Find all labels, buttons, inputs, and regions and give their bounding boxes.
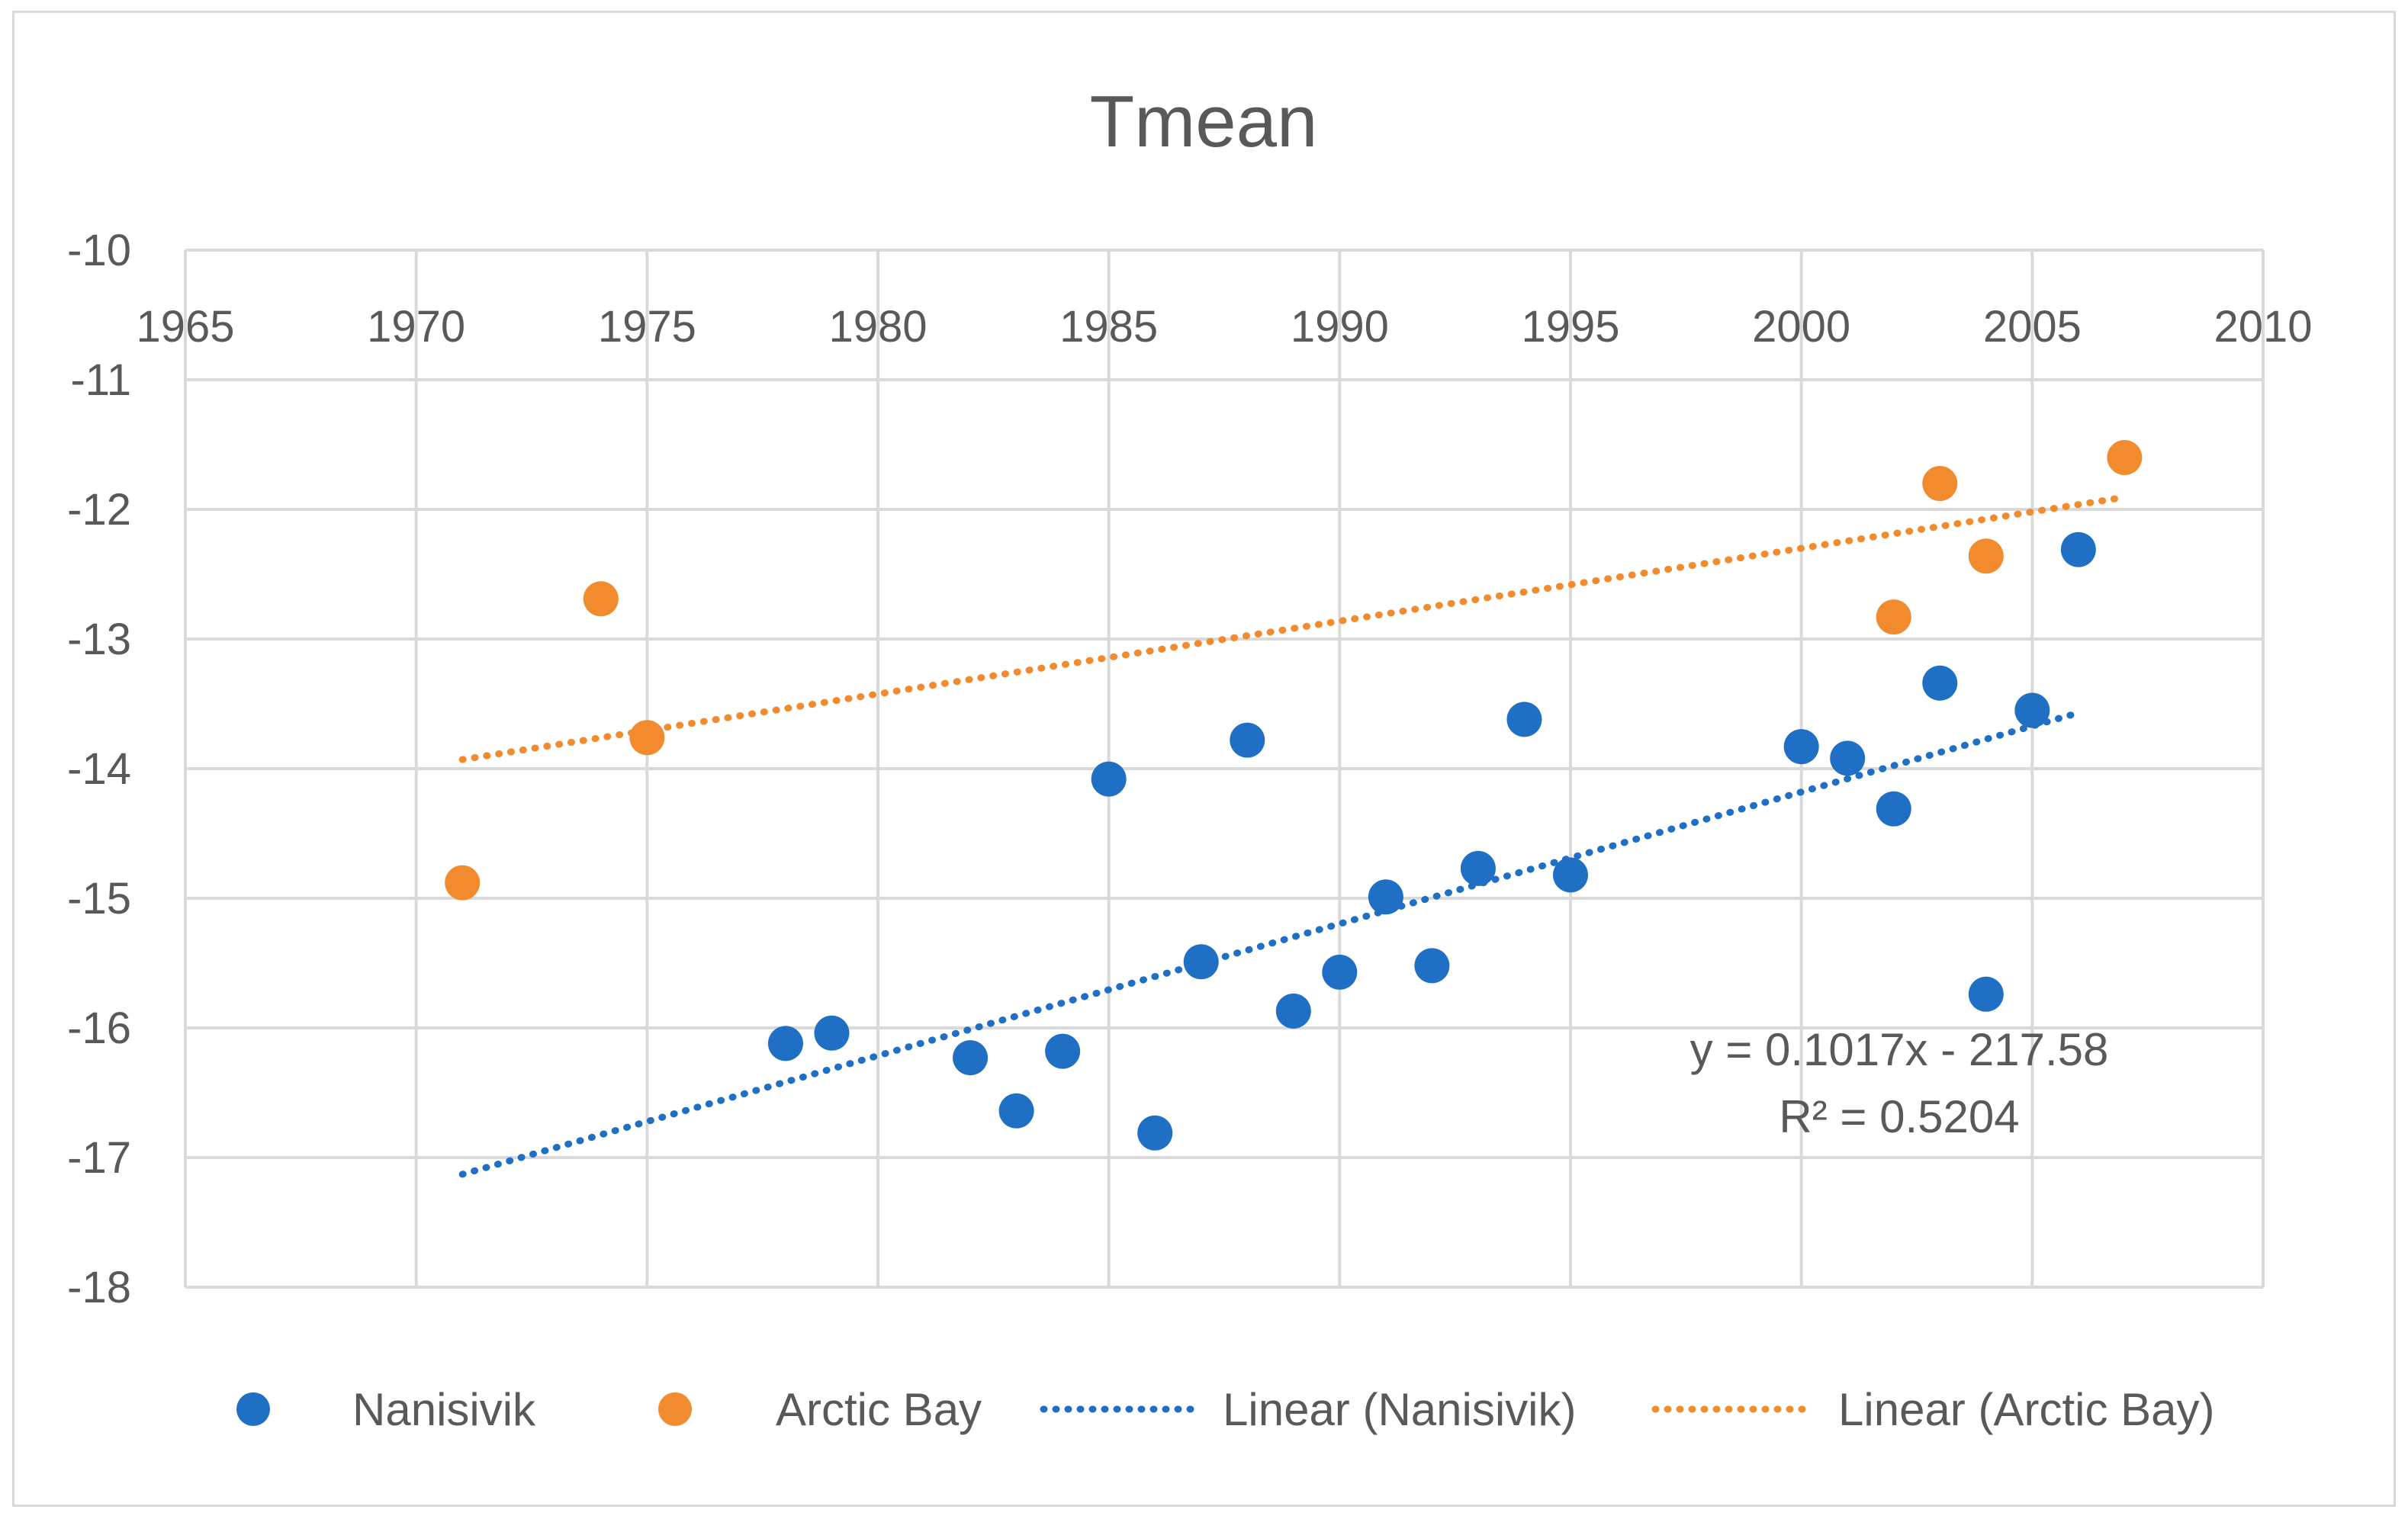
y-tick-label: -13 (67, 615, 131, 664)
y-tick-label: -11 (70, 355, 131, 405)
data-point-nanisivik (998, 1093, 1034, 1129)
data-point-arctic-bay (1876, 599, 1911, 635)
y-tick-labels: -10 -11 -12 -13 -14 -15 -16 -17 -18 (67, 226, 131, 1312)
data-point-nanisivik (1460, 850, 1496, 886)
data-point-nanisivik (1783, 729, 1819, 765)
data-point-nanisivik (1553, 857, 1588, 893)
x-tick-label: 1970 (367, 302, 465, 352)
data-point-arctic-bay (1922, 466, 1958, 501)
data-point-nanisivik (2014, 692, 2050, 728)
data-point-nanisivik (1091, 761, 1127, 797)
data-point-nanisivik (1414, 948, 1450, 984)
data-point-nanisivik (1922, 665, 1958, 701)
data-point-nanisivik (1137, 1115, 1173, 1151)
chart-title: Tmean (1090, 81, 1318, 162)
legend-label-linear-arctic-bay: Linear (Arctic Bay) (1838, 1384, 2214, 1435)
y-tick-label: -10 (67, 226, 131, 275)
trendlines (458, 493, 2128, 1178)
legend: Nanisivik Arctic Bay Linear (Nanisivik) … (236, 1384, 2214, 1435)
chart-frame (12, 11, 2396, 1507)
x-tick-label: 1995 (1521, 302, 1619, 352)
legend-marker-nanisivik (236, 1392, 270, 1426)
legend-marker-arctic-bay (658, 1392, 692, 1426)
x-tick-label: 2000 (1752, 302, 1850, 352)
trendline-nanisivik (458, 709, 2082, 1178)
data-point-nanisivik (814, 1015, 850, 1051)
x-tick-label: 1975 (598, 302, 696, 352)
grid-layer (184, 249, 2265, 1289)
x-tick-label: 1965 (136, 302, 234, 352)
legend-label-arctic-bay: Arctic Bay (776, 1384, 982, 1435)
y-tick-label: -16 (67, 1004, 131, 1053)
trendline-equation: y = 0.1017x - 217.58 (1690, 1024, 2109, 1075)
data-point-nanisivik (1368, 879, 1403, 915)
data-point-nanisivik (1275, 993, 1311, 1029)
y-tick-label: -17 (67, 1133, 131, 1183)
data-point-nanisivik (1230, 722, 1265, 758)
data-point-arctic-bay (583, 581, 619, 617)
y-tick-label: -18 (67, 1263, 131, 1312)
legend-label-nanisivik: Nanisivik (352, 1384, 536, 1435)
data-point-nanisivik (767, 1026, 803, 1061)
y-tick-label: -15 (67, 874, 131, 923)
data-point-nanisivik (1045, 1033, 1081, 1069)
y-tick-label: -14 (67, 744, 131, 794)
data-point-arctic-bay (629, 720, 665, 756)
data-point-arctic-bay (2107, 440, 2143, 475)
x-tick-labels: 1965 1970 1975 1980 1985 1990 1995 2000 2005 2010 (136, 302, 2312, 352)
data-point-nanisivik (1830, 740, 1866, 776)
data-point-nanisivik (2060, 531, 2096, 567)
y-tick-label: -12 (67, 485, 131, 535)
x-tick-label: 1985 (1059, 302, 1158, 352)
trendline-r-squared: R² = 0.5204 (1779, 1091, 2019, 1142)
data-point-arctic-bay (445, 865, 481, 901)
data-point-nanisivik (1183, 944, 1219, 980)
data-point-nanisivik (953, 1040, 989, 1076)
x-tick-label: 1990 (1291, 302, 1389, 352)
data-point-arctic-bay (1968, 538, 2004, 574)
x-tick-label: 2005 (1983, 302, 2082, 352)
legend-label-linear-nanisivik: Linear (Nanisivik) (1223, 1384, 1576, 1435)
x-tick-label: 2010 (2213, 302, 2312, 352)
data-point-nanisivik (1968, 976, 2004, 1012)
data-point-nanisivik (1876, 791, 1911, 827)
data-points (445, 440, 2143, 1151)
data-point-nanisivik (1322, 954, 1358, 990)
trendline-arctic-bay (458, 493, 2128, 763)
x-tick-label: 1980 (828, 302, 927, 352)
data-point-nanisivik (1506, 702, 1542, 737)
